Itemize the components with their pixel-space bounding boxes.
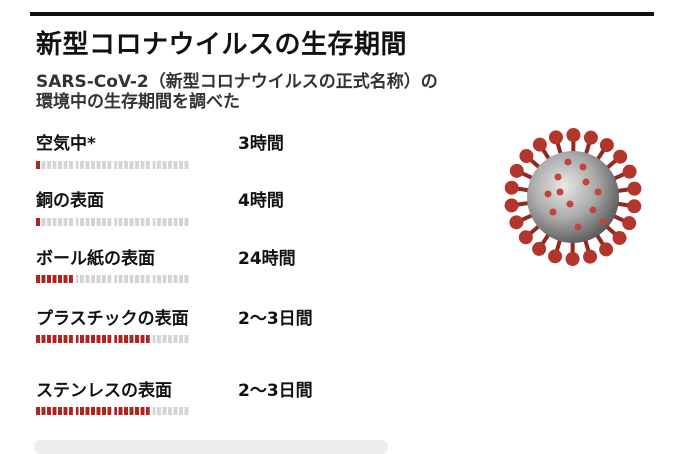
category-label: ボール紙の表面 [36,248,155,269]
value-label: 2〜3日間 [238,381,313,401]
value-label: 4時間 [238,190,284,211]
value-label: 3時間 [238,133,284,154]
footer-box [34,440,388,454]
bar-track [36,217,189,227]
category-label: プラスチックの表面 [36,308,189,329]
bar-track [36,274,189,284]
category-label: 空気中* [36,133,96,154]
coronavirus-illustration [498,122,648,272]
category-label: 銅の表面 [36,190,104,211]
value-label: 2〜3日間 [238,309,313,329]
bar-track [36,334,189,344]
bar-track [36,160,189,170]
category-label: ステンレスの表面 [36,380,172,401]
bar-track [36,406,189,416]
value-label: 24時間 [238,248,296,269]
